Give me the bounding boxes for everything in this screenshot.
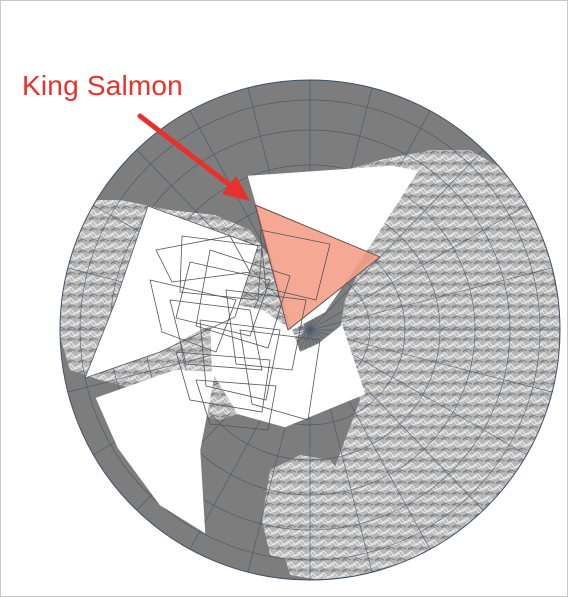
footprint-outline: [259, 229, 331, 301]
footprint-outline: [195, 379, 277, 431]
landmass-eurasia: [280, 150, 560, 580]
footprint-outline: [195, 249, 291, 349]
footprint-outline: [175, 351, 271, 413]
footprint-outlines: [84, 204, 381, 431]
footprint-outline: [149, 279, 237, 353]
footprint-outline: [84, 205, 259, 379]
king-salmon-arrow: [137, 113, 250, 201]
footprint-greenland: [209, 299, 366, 428]
king-salmon-label: King Salmon: [22, 70, 183, 101]
footprint-outline: [179, 235, 263, 301]
landmass-europe: [262, 455, 350, 560]
footprint-outline: [155, 235, 251, 283]
footprint-outline: [239, 329, 321, 421]
globe-rim: [59, 79, 561, 581]
footprint-outline: [175, 261, 271, 337]
footprint-outline: [199, 319, 281, 401]
footprint-outline: [254, 204, 381, 331]
